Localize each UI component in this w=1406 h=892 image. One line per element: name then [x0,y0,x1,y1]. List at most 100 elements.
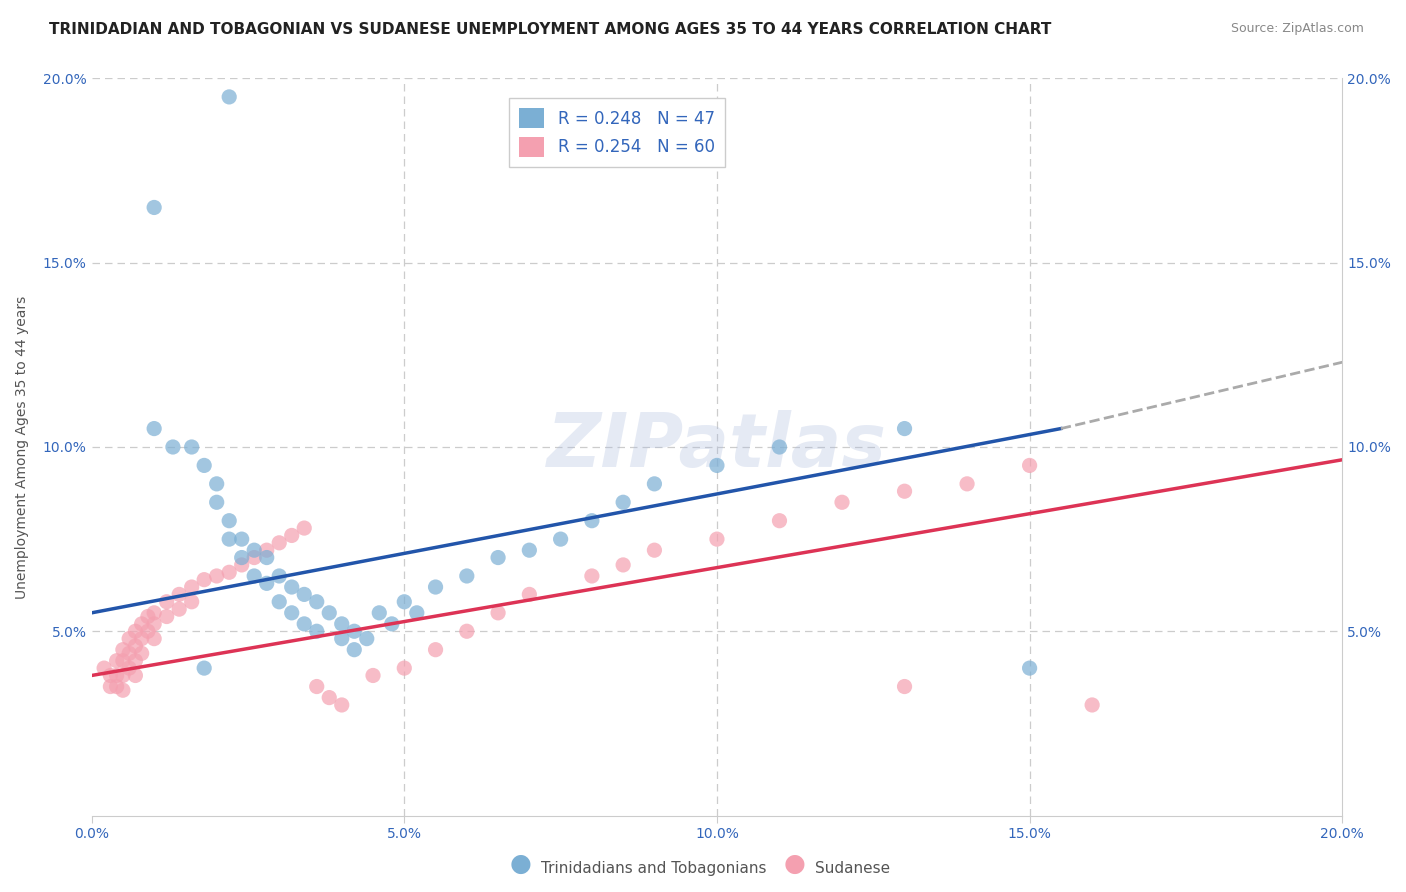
Text: Sudanese: Sudanese [815,861,890,876]
Point [893,680,915,694]
Point [292,616,315,631]
Point [218,532,240,546]
Point [205,569,228,583]
Point [105,668,128,682]
Point [180,595,202,609]
Text: Source: ZipAtlas.com: Source: ZipAtlas.com [1230,22,1364,36]
Point [124,654,146,668]
Point [612,558,634,572]
Point [486,550,509,565]
Point [136,609,159,624]
Point [256,550,278,565]
Point [124,624,146,639]
Point [131,632,153,646]
Point [456,624,478,639]
Point [243,550,266,565]
Point [143,632,166,646]
Point [193,661,215,675]
Point [256,576,278,591]
Point [269,595,291,609]
Point [343,642,366,657]
Point [167,587,190,601]
Point [643,543,665,558]
Point [394,595,416,609]
Point [131,646,153,660]
Point [292,521,315,535]
Point [425,580,447,594]
Point [156,595,179,609]
Point [280,528,302,542]
Point [118,632,141,646]
Point [256,543,278,558]
Point [343,624,366,639]
Point [330,698,353,712]
Point [425,642,447,657]
Point [550,532,572,546]
Point [893,421,915,435]
Point [581,514,603,528]
Text: ●: ● [509,852,531,876]
Point [318,606,340,620]
Legend: R = 0.248   N = 47, R = 0.254   N = 60: R = 0.248 N = 47, R = 0.254 N = 60 [509,98,724,167]
Point [956,476,979,491]
Point [205,495,228,509]
Text: TRINIDADIAN AND TOBAGONIAN VS SUDANESE UNEMPLOYMENT AMONG AGES 35 TO 44 YEARS CO: TRINIDADIAN AND TOBAGONIAN VS SUDANESE U… [49,22,1052,37]
Point [517,543,540,558]
Point [381,616,404,631]
Point [193,573,215,587]
Point [218,90,240,104]
Point [768,514,790,528]
Point [167,602,190,616]
Point [356,632,378,646]
Point [156,609,179,624]
Point [305,624,328,639]
Point [162,440,184,454]
Point [706,458,728,473]
Point [643,476,665,491]
Point [231,532,253,546]
Point [292,587,315,601]
Point [243,569,266,583]
Point [193,458,215,473]
Point [330,616,353,631]
Point [143,421,166,435]
Point [118,661,141,675]
Point [517,587,540,601]
Point [280,606,302,620]
Point [180,580,202,594]
Point [269,536,291,550]
Point [893,484,915,499]
Point [305,595,328,609]
Point [218,566,240,580]
Point [124,668,146,682]
Point [118,646,141,660]
Point [1081,698,1104,712]
Point [243,543,266,558]
Point [768,440,790,454]
Point [1018,661,1040,675]
Point [581,569,603,583]
Point [318,690,340,705]
Point [269,569,291,583]
Point [143,606,166,620]
Point [124,639,146,653]
Point [100,680,122,694]
Point [105,680,128,694]
Text: Trinidadians and Tobagonians: Trinidadians and Tobagonians [541,861,766,876]
Point [706,532,728,546]
Point [231,558,253,572]
Point [136,624,159,639]
Point [93,661,115,675]
Point [280,580,302,594]
Point [305,680,328,694]
Point [205,476,228,491]
Point [111,683,134,698]
Text: ●: ● [783,852,806,876]
Point [111,668,134,682]
Point [131,616,153,631]
Point [831,495,853,509]
Text: ZIPatlas: ZIPatlas [547,410,887,483]
Point [105,654,128,668]
Point [143,201,166,215]
Point [456,569,478,583]
